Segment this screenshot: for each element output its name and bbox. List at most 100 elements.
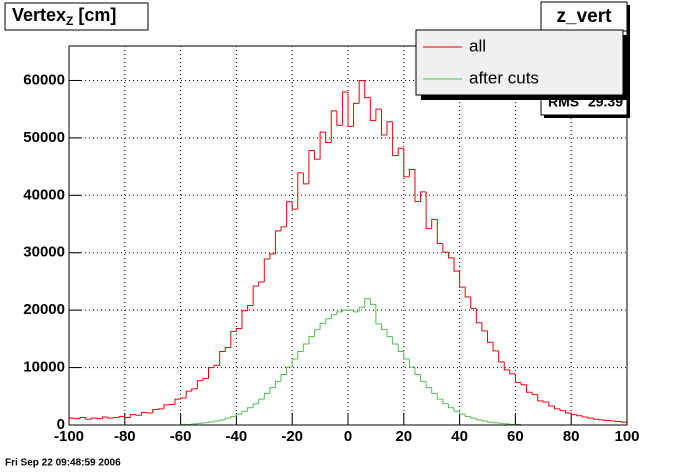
histogram-bin	[314, 329, 321, 337]
histogram-bin	[280, 226, 287, 231]
histogram-bin	[509, 369, 516, 375]
histogram-bin	[548, 402, 555, 407]
histogram-bin	[302, 343, 309, 352]
histogram-bin	[141, 411, 148, 416]
histogram-bin	[163, 404, 170, 409]
histogram-bin	[593, 418, 600, 420]
histogram-bin	[202, 377, 209, 381]
histogram-bin	[559, 408, 566, 412]
histogram-bin	[319, 131, 326, 160]
histogram-bin	[609, 420, 616, 422]
histogram-bin	[436, 393, 443, 400]
histogram-bin	[420, 374, 427, 382]
histogram-bin	[90, 417, 97, 420]
frame	[68, 45, 628, 426]
histogram-bin	[208, 367, 215, 379]
histogram-bin	[258, 398, 265, 404]
x-tick-label: 40	[451, 428, 468, 445]
histogram-bin	[403, 351, 410, 360]
y-tick-label: 20000	[23, 301, 65, 318]
histogram-bin	[274, 230, 282, 254]
title-box: VertexZ [cm]	[4, 2, 149, 31]
legend-label: after cuts	[469, 68, 539, 87]
histogram-bin	[408, 358, 415, 368]
x-tick-label: -60	[170, 428, 192, 445]
histogram-bin	[531, 392, 538, 396]
histogram-bin	[235, 328, 242, 332]
histogram-bin	[174, 398, 181, 405]
histogram-bin	[297, 350, 304, 359]
histogram-bin	[79, 417, 86, 419]
histogram-bin	[208, 421, 215, 423]
y-tick-label: 0	[57, 416, 65, 433]
histogram-bin	[498, 422, 505, 424]
histogram-bin	[392, 121, 399, 157]
histogram-bin	[308, 336, 315, 345]
histogram-bin	[353, 310, 360, 313]
histogram-bin	[565, 410, 572, 414]
histogram-bin	[107, 416, 114, 419]
histogram-bin	[152, 408, 159, 413]
histogram-bin	[397, 344, 404, 352]
histogram-bin	[620, 421, 627, 423]
histogram-bin	[302, 172, 309, 185]
histogram-bin	[397, 147, 404, 156]
histogram-bin	[213, 420, 220, 423]
x-tick-label: 60	[507, 428, 524, 445]
histogram-bin	[375, 108, 382, 121]
x-tick-label: -100	[54, 428, 84, 445]
histogram-bin	[453, 257, 460, 272]
histogram-bin	[425, 381, 432, 389]
histogram-bin	[263, 392, 270, 400]
y-tick-label: 30000	[23, 244, 65, 261]
legend: all after cuts	[415, 29, 628, 100]
histogram-bin	[475, 418, 482, 421]
histogram-bin	[85, 417, 92, 420]
histogram-bin	[330, 110, 337, 143]
histogram-bin	[414, 367, 421, 375]
histogram-bin	[196, 422, 203, 424]
title-frame	[4, 2, 149, 31]
histogram-bin	[247, 407, 254, 412]
y-tick-label: 50000	[23, 129, 65, 146]
histogram-bin	[230, 415, 237, 419]
histogram-bin	[358, 79, 365, 104]
histogram-bin	[464, 414, 471, 417]
histogram-bin	[124, 416, 131, 419]
histogram-bin	[180, 397, 187, 400]
histogram-bin	[280, 373, 287, 382]
histogram-bin	[74, 418, 81, 420]
histogram-bin	[470, 296, 477, 309]
histogram-bin	[325, 132, 332, 143]
histogram-bin	[503, 423, 510, 425]
histogram-bin	[431, 387, 438, 394]
histogram-bin	[514, 373, 521, 384]
histogram-bin	[347, 91, 354, 127]
histogram-bin	[286, 366, 293, 375]
x-tick-label: 20	[395, 428, 412, 445]
histogram-bin	[269, 387, 276, 394]
histogram-bin	[113, 417, 120, 419]
histogram-bin	[487, 420, 494, 423]
histogram-bin	[470, 416, 477, 419]
histogram-bin	[157, 408, 164, 410]
histogram-bin	[503, 361, 510, 371]
histogram-bin	[537, 394, 544, 402]
histogram-bin	[442, 399, 449, 405]
histogram-bin	[459, 411, 466, 415]
histogram-bin	[247, 305, 254, 311]
stats-title: z_vert	[557, 6, 613, 27]
histogram-bin	[146, 412, 153, 414]
histogram-bin	[96, 418, 103, 420]
legend-label: all	[469, 36, 486, 55]
histogram-bin	[263, 258, 270, 283]
histogram-bin	[487, 330, 494, 343]
histogram-bin	[274, 380, 282, 388]
histogram-bin	[219, 350, 226, 366]
histogram-bin	[330, 314, 337, 319]
histogram-bin	[252, 285, 259, 306]
histogram-bin	[191, 388, 198, 392]
histogram-bin	[235, 413, 242, 417]
histogram-bin	[414, 169, 421, 203]
histogram-bin	[191, 423, 198, 425]
